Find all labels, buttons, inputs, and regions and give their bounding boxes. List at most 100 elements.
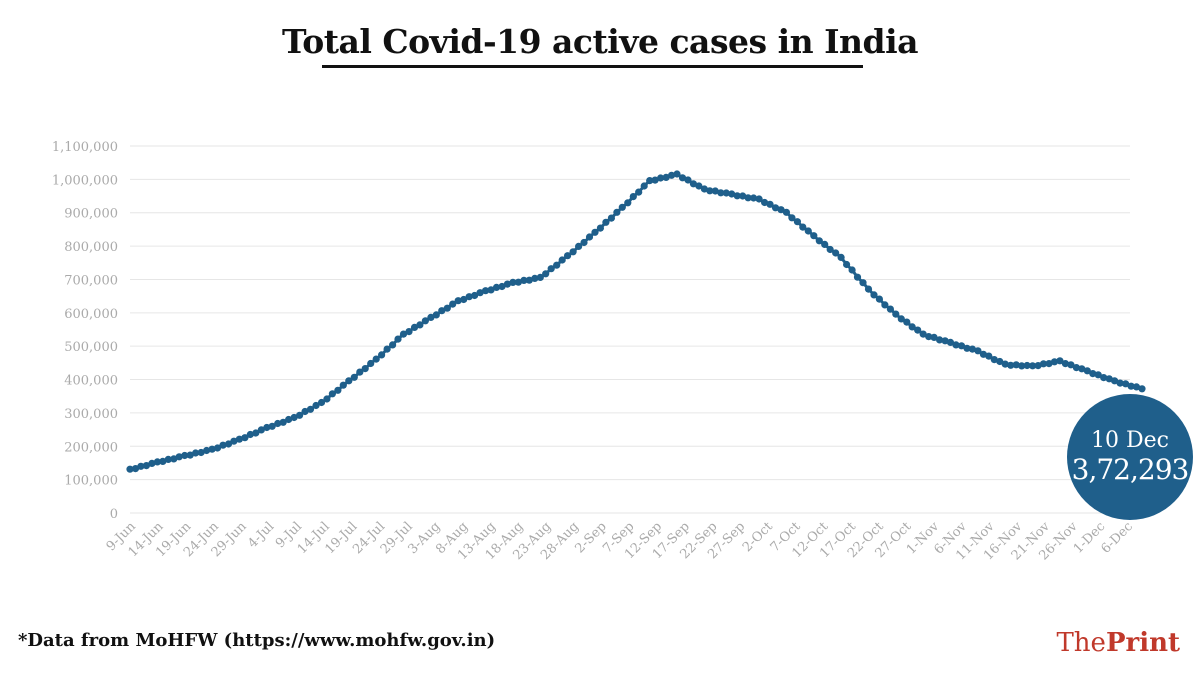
data-point: [859, 279, 867, 287]
callout-bubble: [1067, 394, 1193, 520]
data-point: [640, 182, 648, 190]
data-point: [952, 341, 960, 349]
data-point: [744, 194, 752, 202]
data-point: [498, 282, 506, 291]
data-point: [875, 295, 884, 303]
data-point: [886, 305, 895, 313]
data-point: [257, 426, 265, 434]
data-point: [678, 174, 687, 182]
data-point: [482, 287, 490, 295]
data-point: [1029, 362, 1037, 370]
data-point: [558, 256, 566, 264]
data-point: [848, 266, 856, 274]
data-point: [339, 381, 347, 389]
gridlines: [130, 145, 1130, 514]
data-point: [564, 252, 572, 260]
data-point: [750, 194, 758, 202]
data-point: [985, 352, 993, 360]
data-point: [531, 274, 539, 282]
data-point: [323, 395, 331, 403]
data-point: [629, 193, 637, 201]
data-point: [815, 237, 823, 245]
y-tick-label: 400,000: [64, 374, 118, 389]
data-point: [203, 446, 211, 455]
data-point: [826, 245, 834, 254]
data-point: [356, 368, 364, 376]
data-point: [553, 261, 561, 269]
data-point: [514, 278, 523, 286]
data-point: [438, 307, 446, 315]
data-point: [361, 365, 369, 373]
data-point: [1116, 379, 1124, 387]
callout-value: 3,72,293: [1072, 453, 1189, 486]
data-point: [853, 273, 862, 281]
data-point: [870, 291, 878, 299]
data-point: [230, 437, 238, 445]
data-point: [487, 286, 495, 294]
data-point: [246, 430, 254, 439]
data-point: [668, 171, 676, 179]
data-point: [930, 333, 938, 341]
data-point: [1078, 365, 1086, 373]
data-point: [192, 449, 200, 457]
data-point: [131, 465, 140, 473]
data-point: [378, 351, 386, 359]
data-point: [793, 218, 802, 226]
data-point: [334, 386, 342, 394]
data-point: [1100, 374, 1108, 382]
data-point: [525, 276, 533, 284]
y-tick-label: 100,000: [64, 474, 118, 489]
y-axis: 0 100,000 200,000 300,000 400,000 500,000 600,…: [52, 140, 118, 522]
data-point: [285, 415, 293, 424]
y-tick-label: 800,000: [64, 240, 118, 255]
data-point: [1122, 380, 1130, 388]
data-point: [410, 323, 419, 331]
callout-date: 10 Dec: [1091, 428, 1169, 453]
data-point: [657, 174, 665, 182]
data-point: [635, 188, 643, 196]
data-point: [263, 423, 271, 432]
data-point: [476, 289, 484, 297]
data-point: [662, 173, 670, 181]
data-point: [432, 311, 440, 319]
y-tick-label: 500,000: [64, 340, 118, 355]
data-point: [252, 429, 260, 437]
data-point: [367, 359, 375, 368]
data-point: [301, 407, 309, 416]
data-point: [274, 419, 282, 428]
data-point: [175, 453, 183, 461]
data-point: [389, 341, 397, 349]
data-point: [394, 335, 402, 343]
data-point: [717, 189, 725, 197]
data-point: [575, 242, 583, 250]
data-point: [755, 195, 763, 203]
data-point: [345, 377, 353, 385]
data-point: [1127, 382, 1135, 390]
data-point: [711, 187, 719, 195]
data-point: [607, 214, 616, 222]
chart-title: Total Covid-19 active cases in India: [281, 22, 919, 61]
data-point: [328, 390, 336, 398]
data-point: [936, 336, 944, 344]
data-point: [591, 228, 599, 236]
data-point: [372, 355, 380, 363]
data-point: [405, 328, 413, 336]
data-point: [186, 451, 194, 459]
data-point: [733, 192, 741, 200]
data-point: [618, 203, 626, 211]
x-tick-label: 6-Dec: [1099, 519, 1137, 557]
data-point: [1023, 361, 1031, 370]
data-point: [941, 337, 949, 345]
data-point: [963, 344, 971, 352]
data-point: [241, 434, 249, 442]
data-point: [1056, 357, 1064, 365]
data-point: [306, 405, 315, 413]
data-point: [706, 187, 714, 195]
series-active-cases: [126, 170, 1146, 473]
y-tick-label: 600,000: [64, 307, 118, 322]
data-point: [646, 177, 654, 185]
title-underline: [322, 65, 863, 68]
data-point: [673, 170, 681, 178]
data-point: [897, 315, 905, 323]
y-tick-label: 0: [110, 507, 118, 522]
